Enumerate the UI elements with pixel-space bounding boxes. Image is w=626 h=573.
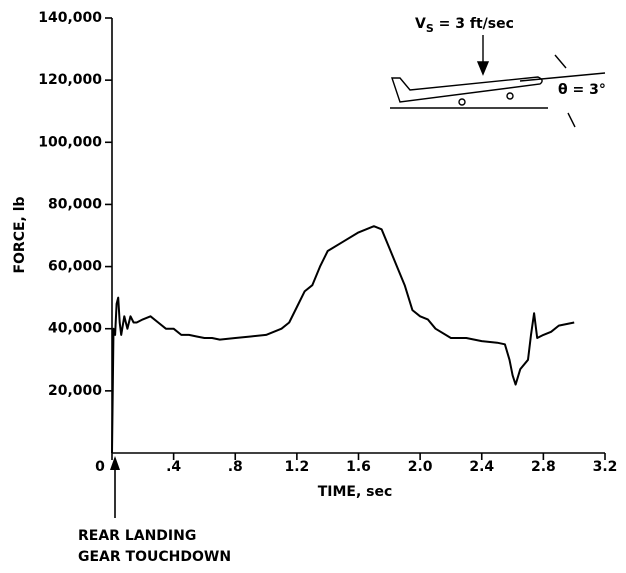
y-tick-label: 100,000 [38, 134, 102, 150]
y-tick-label: 60,000 [48, 259, 102, 275]
annotation-text: = 3 ft/sec [434, 16, 514, 32]
y-tick-label: 120,000 [38, 72, 102, 88]
annotation: θ = 3° [558, 82, 606, 98]
y-tick-label: 20,000 [48, 383, 102, 399]
annotation-subscript: S [426, 22, 434, 35]
y-tick-label: 140,000 [38, 10, 102, 26]
x-tick-label: 2.0 [408, 459, 433, 475]
annotation: VS = 3 ft/sec [415, 16, 514, 35]
touchdown-arrow [110, 456, 120, 518]
x-tick-label: 1.2 [284, 459, 309, 475]
x-tick-label: 1.6 [346, 459, 371, 475]
x-tick-label: 3.2 [593, 459, 618, 475]
x-tick-label: 2.8 [531, 459, 556, 475]
x-tick-label: .4 [166, 459, 181, 475]
data-line [111, 225, 575, 454]
x-tick-label: .8 [228, 459, 243, 475]
x-axis-label: TIME, sec [318, 484, 393, 500]
y-tick-label: 40,000 [48, 321, 102, 337]
y-tick-label: 80,000 [48, 196, 102, 212]
y-axis-label: FORCE, lb [12, 196, 28, 273]
annotation-symbol: V [415, 16, 426, 32]
x-tick-label: 2.4 [469, 459, 494, 475]
airplane-sketch [390, 35, 606, 128]
annotation: GEAR TOUCHDOWN [78, 549, 231, 565]
annotation: REAR LANDING [78, 528, 196, 544]
x-tick-label: 0 [95, 459, 105, 475]
